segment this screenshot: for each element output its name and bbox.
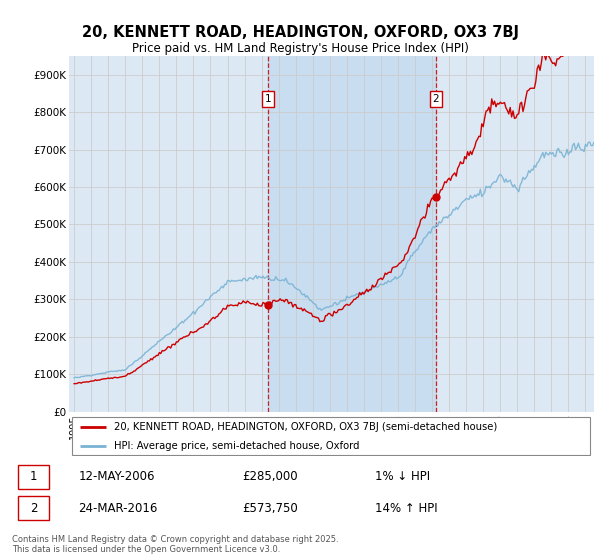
Bar (268, 56, 436, 412)
Text: Contains HM Land Registry data © Crown copyright and database right 2025.
This d: Contains HM Land Registry data © Crown c… (12, 535, 338, 554)
Text: HPI: Average price, semi-detached house, Oxford: HPI: Average price, semi-detached house,… (113, 441, 359, 451)
Text: Price paid vs. HM Land Registry's House Price Index (HPI): Price paid vs. HM Land Registry's House … (131, 42, 469, 55)
Text: 2: 2 (30, 502, 37, 515)
Text: 20, KENNETT ROAD, HEADINGTON, OXFORD, OX3 7BJ: 20, KENNETT ROAD, HEADINGTON, OXFORD, OX… (82, 25, 518, 40)
Text: 1% ↓ HPI: 1% ↓ HPI (375, 470, 430, 483)
Text: 24-MAR-2016: 24-MAR-2016 (78, 502, 158, 515)
Text: 14% ↑ HPI: 14% ↑ HPI (375, 502, 437, 515)
FancyBboxPatch shape (18, 465, 49, 488)
Text: 12-MAY-2006: 12-MAY-2006 (78, 470, 155, 483)
Text: 1: 1 (265, 94, 271, 104)
FancyBboxPatch shape (71, 417, 590, 455)
FancyBboxPatch shape (18, 496, 49, 520)
Text: 1: 1 (30, 470, 37, 483)
Text: 20, KENNETT ROAD, HEADINGTON, OXFORD, OX3 7BJ (semi-detached house): 20, KENNETT ROAD, HEADINGTON, OXFORD, OX… (113, 422, 497, 432)
Text: £285,000: £285,000 (242, 470, 298, 483)
Text: 2: 2 (433, 94, 439, 104)
Text: £573,750: £573,750 (242, 502, 298, 515)
